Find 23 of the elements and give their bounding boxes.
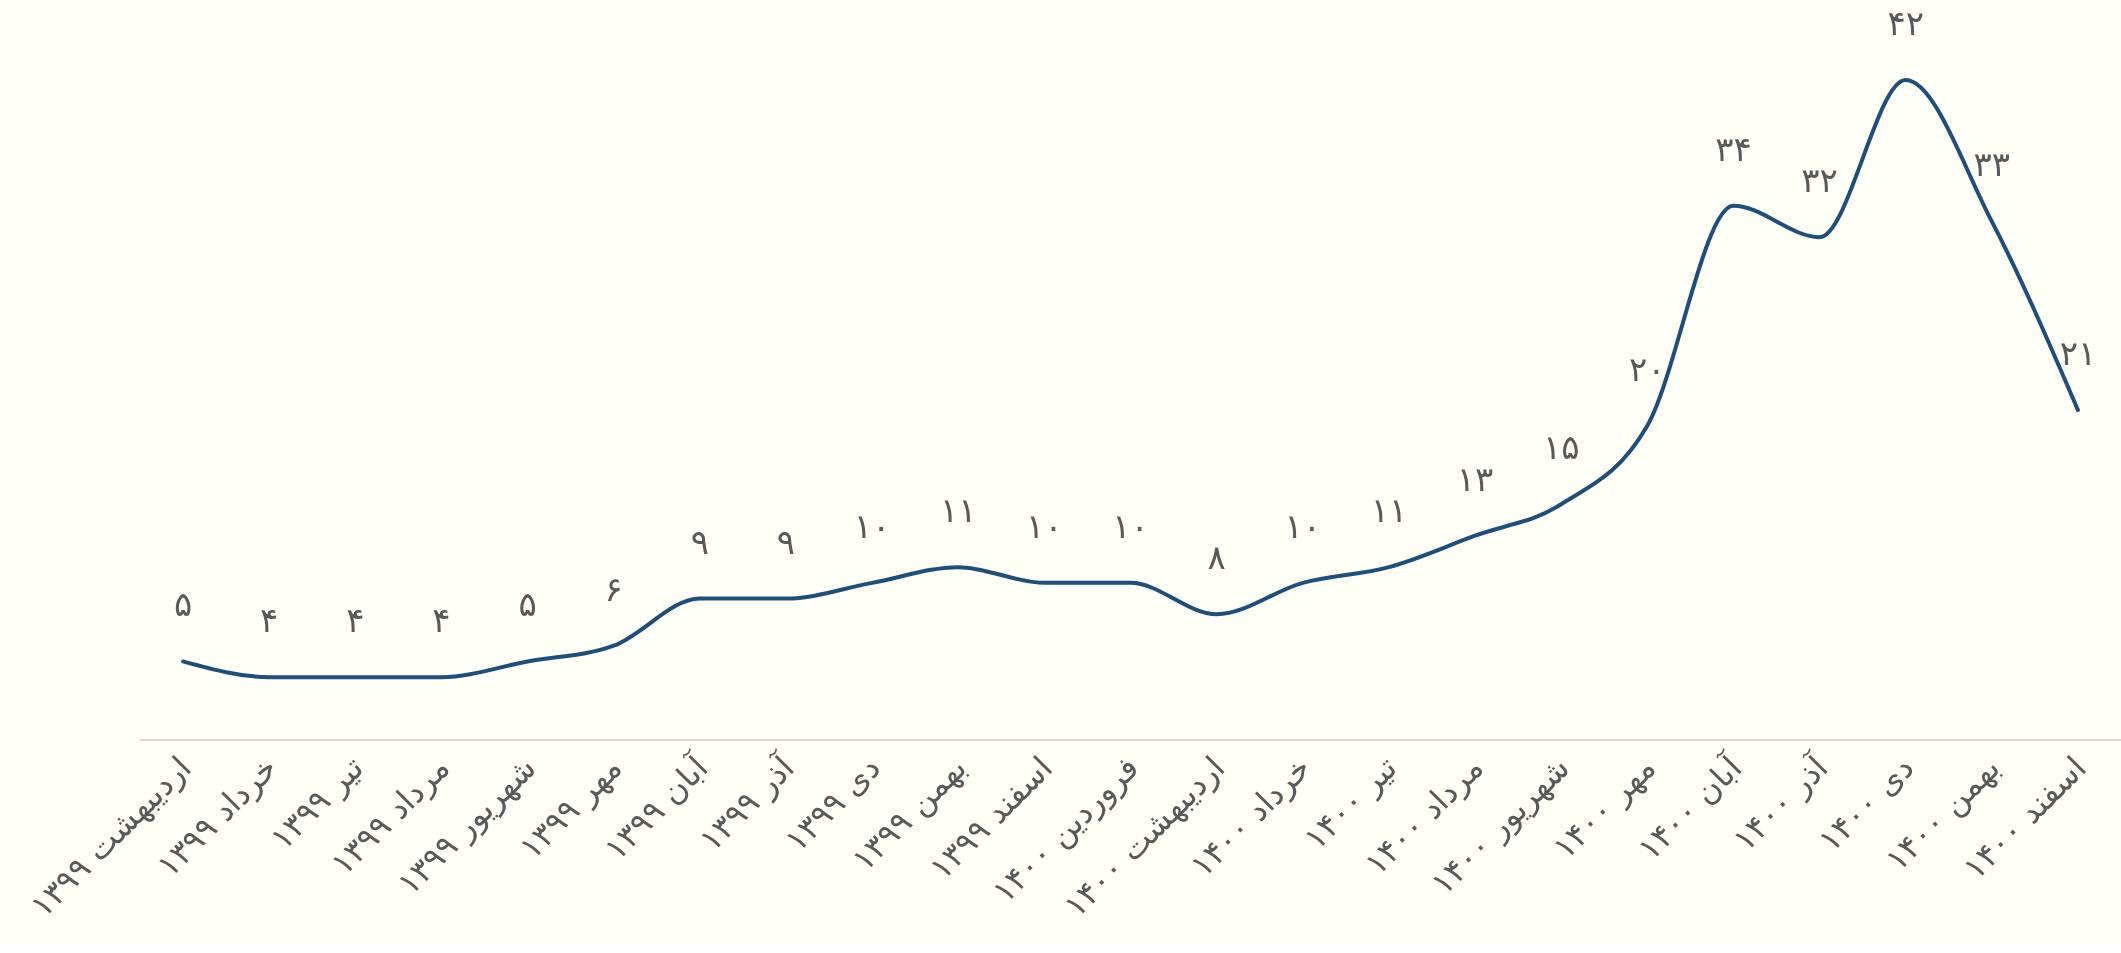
data-label: ۹: [690, 521, 709, 562]
data-label: ۹: [776, 521, 796, 562]
data-label: ۵: [173, 584, 193, 625]
data-label: ۳۲: [1801, 160, 1838, 201]
data-label: ۲۱: [2059, 333, 2097, 373]
data-label: ۸: [1207, 537, 1226, 578]
data-label: ۱۱: [1370, 490, 1408, 531]
data-label: ۶: [604, 568, 623, 609]
data-label: ۴: [346, 600, 365, 641]
data-label: ۱۵: [1542, 427, 1580, 468]
data-label: ۱۰: [1026, 505, 1063, 546]
data-label: ۴: [260, 600, 279, 641]
data-label: ۴۲: [1887, 3, 1924, 43]
data-label: ۱۳: [1456, 458, 1494, 499]
data-label: ۱۰: [853, 505, 891, 546]
data-label: ۳۳: [1973, 144, 2011, 185]
data-label: ۱۰: [1112, 505, 1149, 546]
data-label: ۲۰: [1629, 348, 1666, 389]
data-label: ۳۴: [1715, 128, 1752, 169]
data-label: ۱۰: [1284, 505, 1322, 546]
data-label: ۱۱: [939, 490, 977, 531]
data-label: ۵: [518, 584, 537, 625]
data-label: ۴: [432, 600, 451, 641]
